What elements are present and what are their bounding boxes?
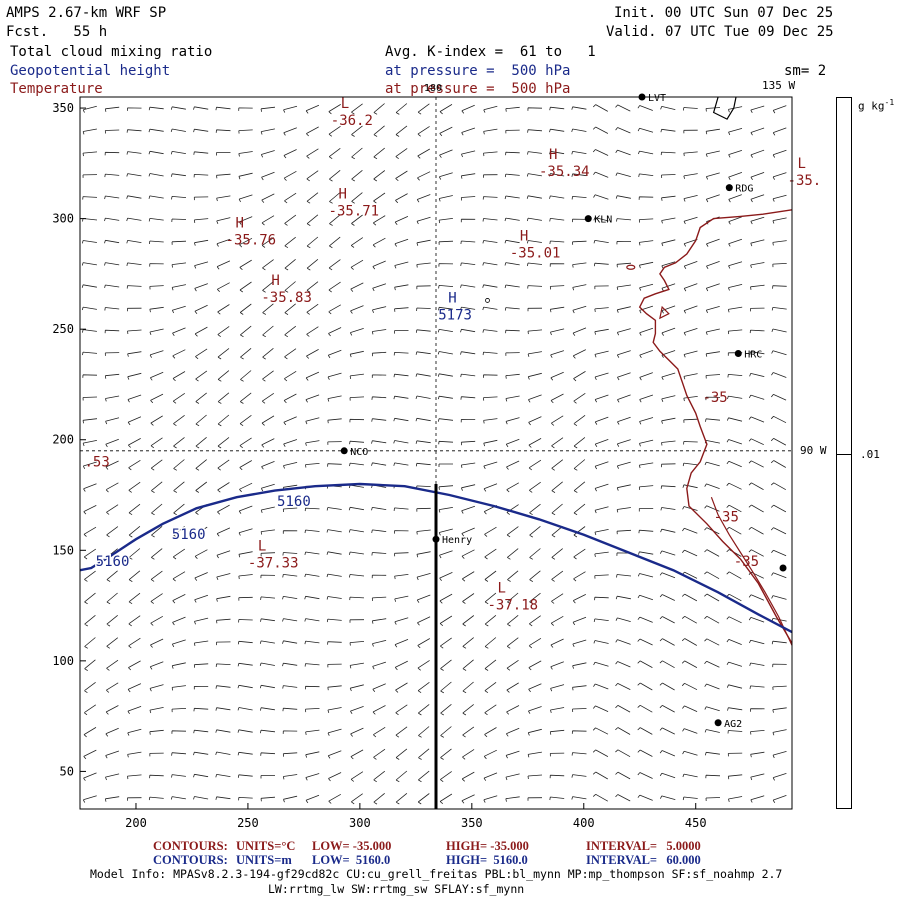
temp-extremum-value: -37.18 bbox=[487, 597, 538, 613]
height-contour-value: 5160 bbox=[172, 527, 206, 543]
temp-contour-high: HIGH= -35.000 bbox=[446, 839, 529, 853]
temp-contour-minus35 bbox=[710, 496, 792, 646]
y-tick-label: 100 bbox=[52, 654, 74, 668]
field-cloud-mixing-ratio: Total cloud mixing ratio bbox=[10, 44, 213, 60]
pressure-level-height: at pressure = 500 hPa bbox=[385, 63, 571, 79]
x-tick-label: 450 bbox=[685, 816, 707, 830]
station-label: KLN bbox=[594, 215, 612, 226]
y-tick-label: 200 bbox=[52, 433, 74, 447]
colorbar-tick bbox=[837, 454, 851, 455]
avg-k-index: Avg. K-index = 61 to 1 bbox=[385, 44, 596, 60]
temp-contour-value: .53 bbox=[84, 454, 109, 470]
height-contour-interval: INTERVAL= 60.000 bbox=[586, 853, 701, 867]
lon-label-180: 180 bbox=[424, 83, 442, 94]
temp-extremum-symbol: H bbox=[339, 187, 347, 203]
temp-contour-value: -35 bbox=[702, 390, 727, 406]
model-title: AMPS 2.67-km WRF SP bbox=[6, 5, 167, 21]
station-label: Henry bbox=[442, 535, 472, 546]
station-marker bbox=[714, 719, 722, 727]
temp-contour-units: UNITS=°C bbox=[236, 839, 296, 853]
coastline bbox=[638, 209, 792, 644]
temp-contour-low: LOW= -35.000 bbox=[312, 839, 392, 853]
height-contour-units: UNITS=m bbox=[236, 853, 292, 867]
colorbar-tick-label: .01 bbox=[860, 448, 880, 461]
temp-contour-label: CONTOURS: bbox=[153, 839, 228, 853]
x-tick-label: 400 bbox=[573, 816, 595, 830]
height-contour-high: HIGH= 5160.0 bbox=[446, 853, 528, 867]
height-contour-low: LOW= 5160.0 bbox=[312, 853, 391, 867]
x-tick-label: 200 bbox=[125, 816, 147, 830]
lon-label-135w: 135 W bbox=[762, 79, 795, 92]
temp-extremum-value: -35.76 bbox=[226, 232, 277, 248]
x-tick-label: 250 bbox=[237, 816, 259, 830]
station-label: NCO bbox=[350, 447, 368, 458]
model-info: Model Info: MPASv8.2.3-194-gf29cd82c CU:… bbox=[90, 867, 783, 881]
model-info-physics: LW:rrtmg_lw SW:rrtmg_sw SFLAY:sf_mynn bbox=[268, 882, 525, 896]
temp-extremum-value: -35. bbox=[788, 173, 822, 189]
field-temperature: Temperature bbox=[10, 81, 103, 97]
temp-contour-value: -35 bbox=[714, 510, 739, 526]
island-outline bbox=[626, 264, 636, 270]
temp-extremum-value: -35.83 bbox=[261, 290, 312, 306]
wind-barb-field bbox=[81, 103, 787, 805]
station-marker bbox=[432, 535, 440, 543]
station-marker bbox=[779, 564, 787, 572]
station-marker bbox=[725, 184, 733, 192]
field-geopotential-height: Geopotential height bbox=[10, 63, 171, 79]
land-outline bbox=[712, 97, 737, 120]
temp-extremum-symbol: L bbox=[798, 156, 806, 172]
temp-extremum-symbol: H bbox=[520, 229, 528, 245]
y-tick-label: 300 bbox=[52, 212, 74, 226]
temp-contour-value: -35 bbox=[734, 554, 759, 570]
station-marker bbox=[584, 215, 592, 223]
temp-extremum-value: -35.34 bbox=[539, 164, 590, 180]
y-tick-label: 250 bbox=[52, 322, 74, 336]
wind-barbs bbox=[81, 103, 787, 805]
height-contour-value: 5160 bbox=[277, 494, 311, 510]
temp-extremum-value: -35.71 bbox=[329, 204, 380, 220]
temp-contour-interval: INTERVAL= 5.0000 bbox=[586, 839, 701, 853]
station-label: HRC bbox=[744, 349, 762, 360]
y-tick-label: 50 bbox=[60, 764, 74, 778]
temp-extremum-value: -35.01 bbox=[510, 246, 561, 262]
station-marker bbox=[734, 349, 742, 357]
temp-extremum-symbol: L bbox=[497, 580, 505, 596]
temp-extremum-symbol: H bbox=[271, 273, 279, 289]
height-extremum-value: 5173 bbox=[438, 308, 472, 324]
plot-frame bbox=[79, 96, 793, 810]
temp-extremum-symbol: H bbox=[549, 147, 557, 163]
station-marker bbox=[340, 447, 348, 455]
temp-extremum-value: -36.2 bbox=[331, 113, 373, 129]
island-outline bbox=[659, 305, 670, 320]
valid-time: Valid. 07 UTC Tue 09 Dec 25 bbox=[606, 24, 834, 40]
height-extremum-symbol: H bbox=[448, 291, 456, 307]
smoothing-label: sm= 2 bbox=[784, 63, 827, 79]
height-contour-5160 bbox=[80, 482, 792, 634]
height-center-marker bbox=[485, 298, 490, 303]
colorbar bbox=[836, 97, 852, 809]
pressure-level-temp: at pressure = 500 hPa bbox=[385, 81, 571, 97]
x-tick-label: 300 bbox=[349, 816, 371, 830]
temp-extremum-symbol: L bbox=[341, 96, 349, 112]
height-contour-label: CONTOURS: bbox=[153, 853, 228, 867]
station-label: LVT bbox=[648, 93, 666, 104]
x-tick-label: 350 bbox=[461, 816, 483, 830]
y-tick-label: 150 bbox=[52, 543, 74, 557]
lon-label-90w: 90 W bbox=[800, 444, 827, 457]
forecast-hour: Fcst. 55 h bbox=[6, 24, 108, 40]
y-tick-label: 350 bbox=[52, 101, 74, 115]
temp-extremum-symbol: H bbox=[236, 215, 244, 231]
station-label: RDG bbox=[735, 184, 753, 195]
station-label: AG2 bbox=[724, 719, 742, 730]
colorbar-unit: g kg-1 bbox=[858, 98, 895, 113]
height-contour-value: 5160 bbox=[96, 554, 130, 570]
init-time: Init. 00 UTC Sun 07 Dec 25 bbox=[614, 5, 834, 21]
temp-extremum-value: -37.33 bbox=[248, 555, 299, 571]
temp-extremum-symbol: L bbox=[258, 538, 266, 554]
